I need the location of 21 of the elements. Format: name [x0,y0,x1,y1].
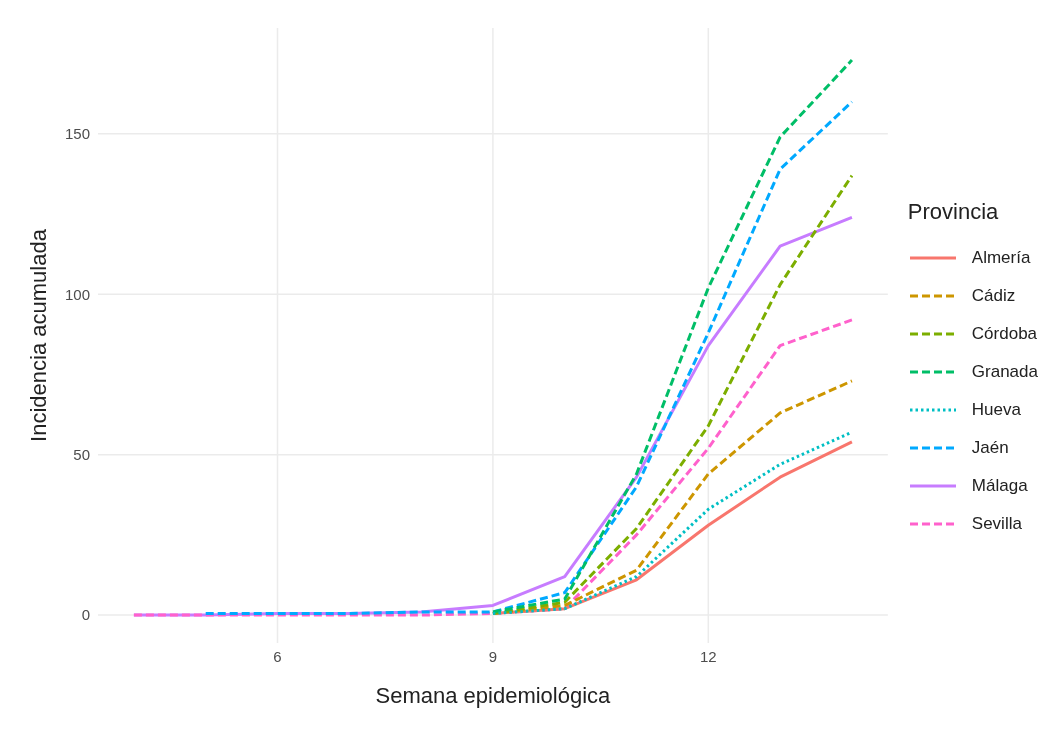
legend-label: Córdoba [971,323,1038,344]
y-tick-label: 100 [64,285,90,303]
legend-title: Provincia [907,198,1000,225]
y-tick-label: 0 [81,606,90,624]
legend-label: Jaén [971,437,1009,458]
line-series [204,100,854,615]
x-tick-label: 9 [488,647,498,665]
legend-label: Hueva [971,399,1021,420]
legend-label: Granada [971,361,1038,382]
y-tick-label: 150 [64,125,90,143]
legend-label: Málaga [971,475,1028,496]
x-tick-label: 12 [699,647,717,665]
legend-label: Sevilla [971,513,1022,534]
x-axis-title: Semana epidemiológica [375,683,612,708]
legend-label: Cádiz [971,285,1016,306]
legend-label: Almería [971,247,1031,268]
line-series [491,58,854,614]
line-series [132,318,854,617]
y-tick-label: 50 [73,446,90,464]
x-tick-label: 6 [273,647,282,665]
y-axis-title: Incidencia acumulada [25,228,51,442]
